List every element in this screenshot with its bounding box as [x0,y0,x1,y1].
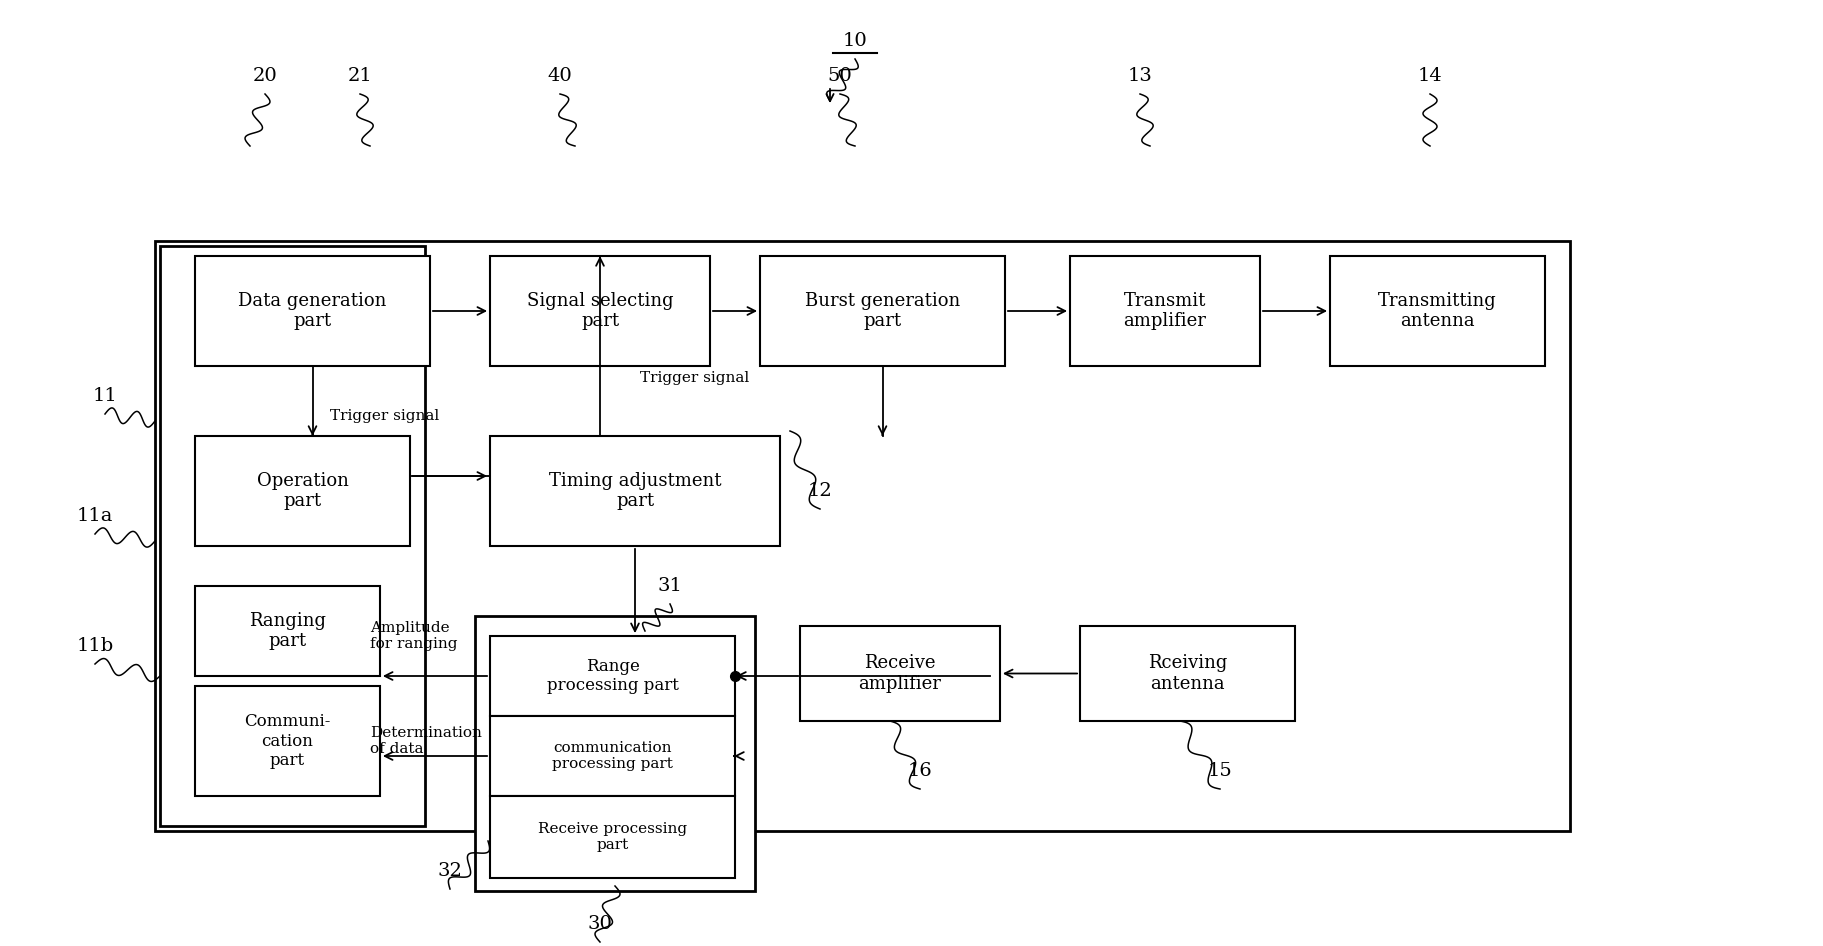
Text: Range
processing part: Range processing part [547,657,678,694]
Text: Trigger signal: Trigger signal [640,371,749,385]
Bar [195,436,410,546]
Text: Rceiving
antenna: Rceiving antenna [1148,654,1227,692]
Text: 11: 11 [93,387,117,405]
Text: 15: 15 [1207,762,1232,780]
Text: Trigger signal: Trigger signal [330,409,439,423]
Bar [155,241,1570,831]
Text: 11a: 11a [77,507,113,525]
Text: Transmit
amplifier: Transmit amplifier [1123,291,1207,330]
Text: Receive
amplifier: Receive amplifier [859,654,941,692]
Bar [490,436,780,546]
Bar [160,246,425,826]
Text: 12: 12 [808,482,833,500]
Text: Amplitude
for ranging: Amplitude for ranging [370,621,458,651]
Bar [195,686,379,796]
Bar [1331,256,1546,366]
Text: 30: 30 [587,915,613,933]
Bar [490,716,735,796]
Bar [800,626,1001,721]
Text: 20: 20 [253,67,277,85]
Text: Transmitting
antenna: Transmitting antenna [1378,291,1497,330]
Text: 16: 16 [908,762,932,780]
Bar [1070,256,1260,366]
Text: 11b: 11b [77,637,113,655]
Text: 32: 32 [438,862,463,880]
Bar [490,636,735,716]
Text: Ranging
part: Ranging part [250,612,326,651]
Text: 21: 21 [348,67,372,85]
Bar [195,586,379,676]
Text: 31: 31 [658,577,682,595]
Bar [1079,626,1294,721]
Text: 14: 14 [1418,67,1442,85]
Text: 10: 10 [842,32,868,50]
Text: Data generation
part: Data generation part [239,291,386,330]
Text: Receive processing
part: Receive processing part [538,822,687,852]
Text: Communi-
cation
part: Communi- cation part [244,713,330,769]
Text: 13: 13 [1128,67,1152,85]
Bar [760,256,1004,366]
Text: 50: 50 [828,67,853,85]
Text: 40: 40 [547,67,572,85]
Text: Signal selecting
part: Signal selecting part [527,291,673,330]
Bar [490,796,735,878]
Text: Operation
part: Operation part [257,472,348,511]
Text: Burst generation
part: Burst generation part [806,291,961,330]
Text: Determination
of data: Determination of data [370,726,481,756]
Bar [490,256,709,366]
Bar [476,616,755,891]
Text: Timing adjustment
part: Timing adjustment part [549,472,722,511]
Text: communication
processing part: communication processing part [552,741,673,771]
Bar [195,256,430,366]
